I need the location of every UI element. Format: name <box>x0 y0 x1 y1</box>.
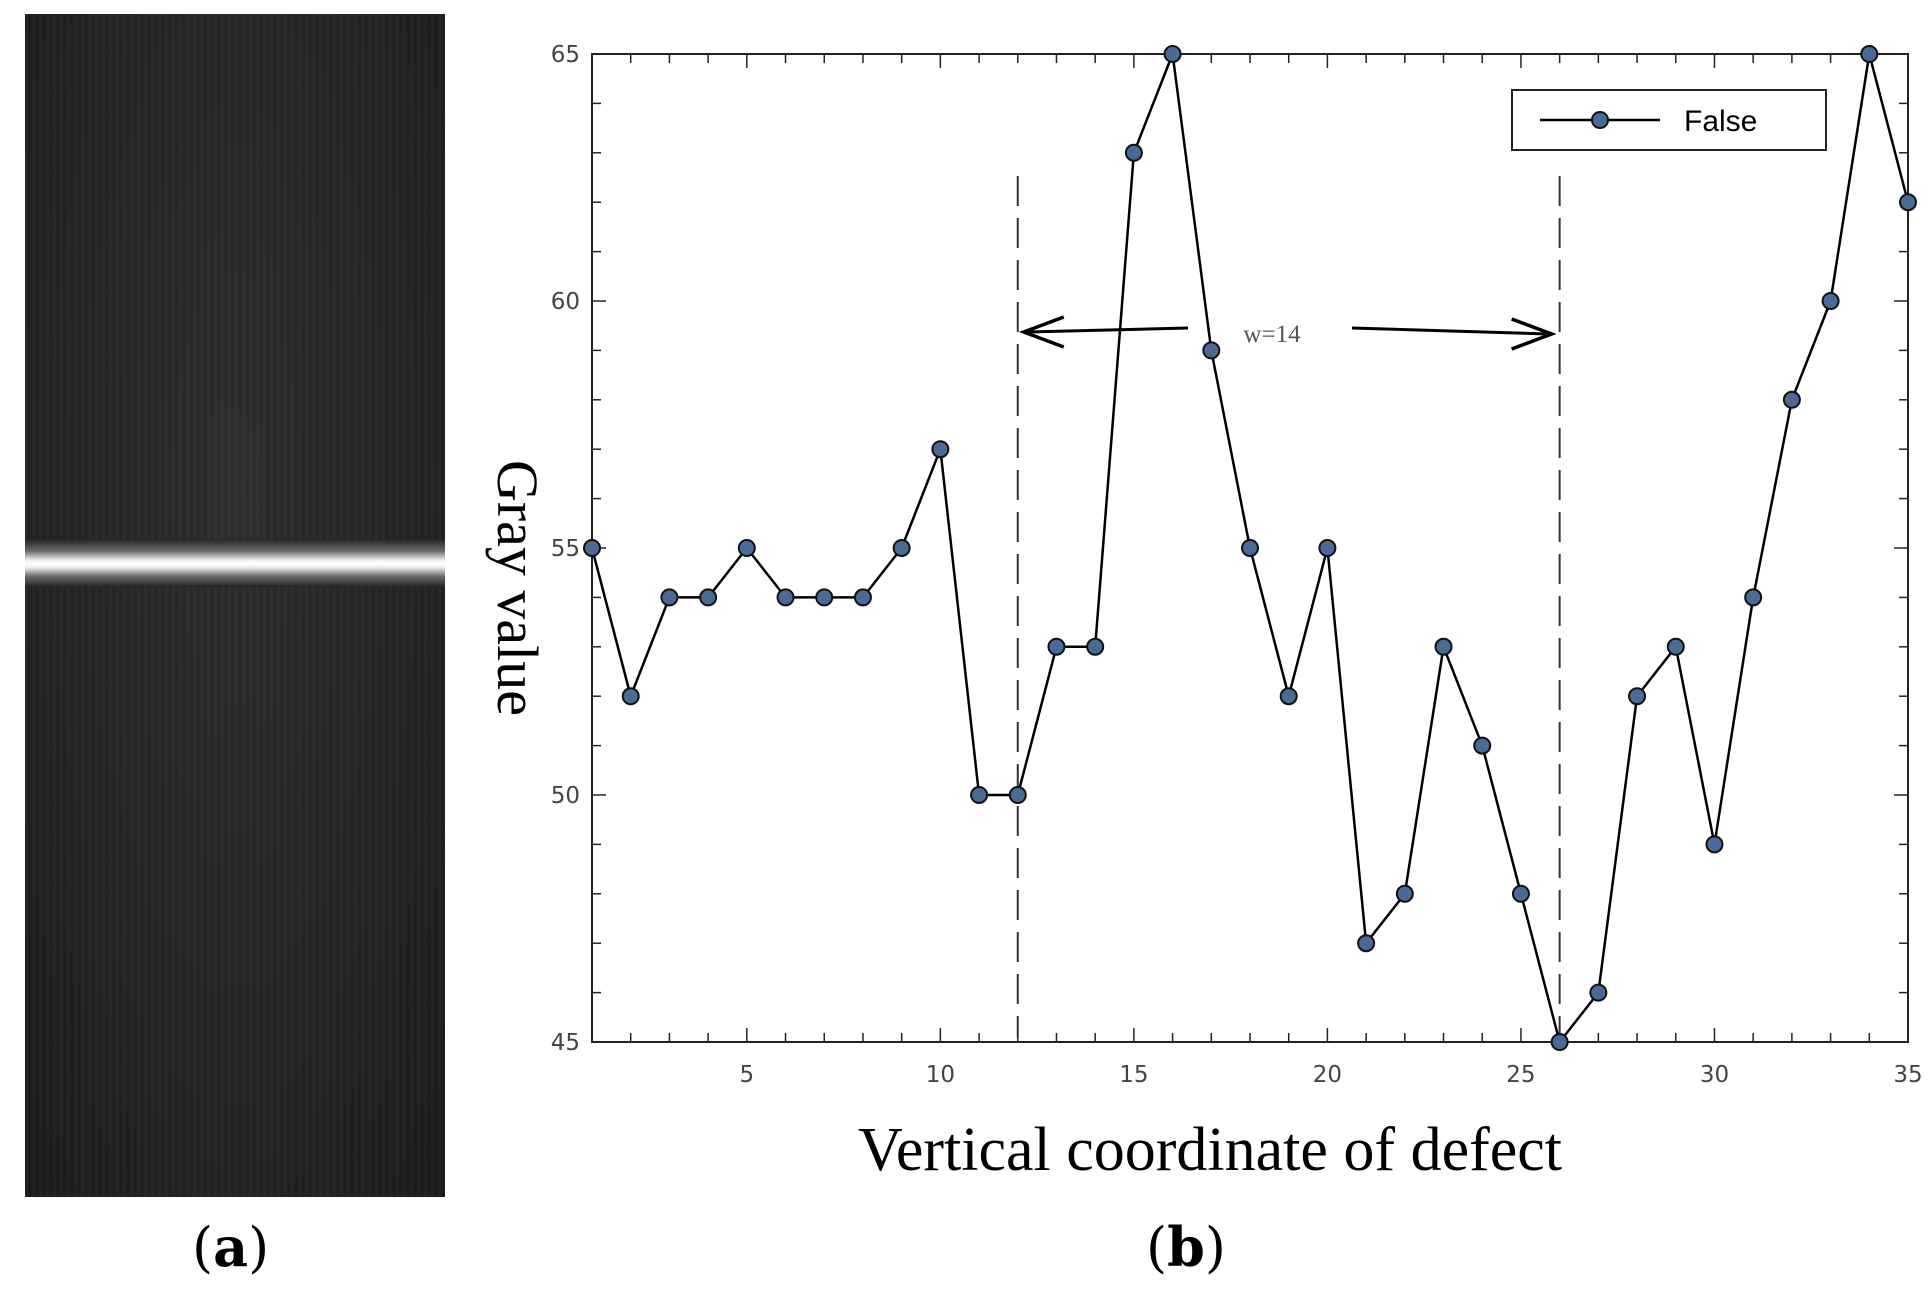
x-tick-label: 30 <box>1700 1062 1729 1088</box>
data-point <box>1550 1033 1569 1051</box>
data-point <box>1318 539 1337 557</box>
data-point <box>737 539 756 557</box>
data-point <box>1666 637 1685 656</box>
data-point <box>970 786 989 804</box>
data-point <box>1047 637 1066 656</box>
y-tick-label: 45 <box>551 1030 580 1056</box>
data-point <box>1589 983 1608 1002</box>
x-tick-label: 20 <box>1313 1062 1342 1088</box>
width-arrow-right-head <box>1511 317 1557 351</box>
image-texture <box>25 14 445 1197</box>
panel-label-a: (a) <box>192 1215 270 1279</box>
y-tick-label: 65 <box>551 42 580 68</box>
data-point <box>1782 390 1801 409</box>
width-annotation-label: w=14 <box>1243 321 1301 348</box>
data-point <box>776 588 795 607</box>
data-point <box>815 588 834 607</box>
data-point <box>1279 687 1298 706</box>
x-tick-label: 10 <box>926 1062 955 1088</box>
data-point <box>931 440 950 459</box>
x-tick-label: 25 <box>1506 1062 1535 1088</box>
data-point <box>853 588 872 607</box>
data-point <box>1705 835 1724 854</box>
data-point <box>1511 884 1530 903</box>
x-axis-title: Vertical coordinate of defect <box>858 1116 1562 1184</box>
legend-label: False <box>1684 105 1757 138</box>
data-point <box>699 588 718 607</box>
x-tick-label: 35 <box>1893 1062 1922 1088</box>
defect-image <box>25 14 445 1197</box>
data-point <box>1473 736 1492 755</box>
width-arrow-left-head <box>1018 315 1065 349</box>
y-tick-label: 55 <box>551 536 580 562</box>
data-point <box>1086 637 1105 656</box>
data-point <box>621 687 640 706</box>
data-point <box>583 539 601 557</box>
data-point <box>1241 539 1259 557</box>
defect-stripe <box>25 539 445 587</box>
x-tick-label: 5 <box>740 1062 755 1088</box>
data-point <box>1395 884 1414 903</box>
data-point <box>1202 341 1221 360</box>
width-arrow-left-shaft <box>1027 326 1189 334</box>
data-point <box>1860 45 1879 63</box>
x-tick-label: 15 <box>1119 1062 1148 1088</box>
data-point <box>1744 588 1763 607</box>
data-point <box>1124 143 1143 162</box>
y-tick-label: 50 <box>551 783 580 809</box>
panel-label-b: (b) <box>1146 1215 1226 1279</box>
y-tick-label: 60 <box>551 289 580 315</box>
data-point <box>1821 292 1840 310</box>
y-axis-title: Gray value <box>485 460 550 716</box>
data-point <box>1008 786 1027 804</box>
data-point <box>1163 45 1182 63</box>
data-point <box>1357 934 1376 953</box>
data-point <box>660 588 679 607</box>
data-point <box>1434 637 1453 656</box>
legend-marker-sample <box>1591 111 1609 129</box>
data-point <box>1628 687 1647 706</box>
data-point <box>1899 193 1917 212</box>
data-point <box>892 539 911 557</box>
width-arrow-right-shaft <box>1351 326 1548 336</box>
